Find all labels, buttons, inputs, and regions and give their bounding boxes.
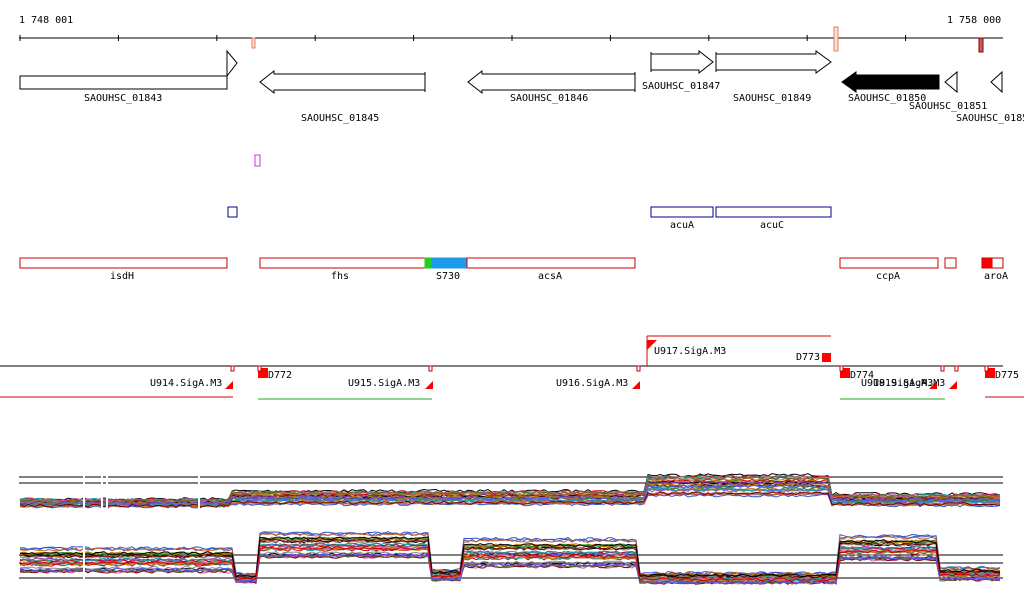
- tu-label-u916: U916.SigA.M3: [556, 378, 628, 389]
- tu-label-u918: U918.SigA.M3: [861, 378, 933, 389]
- profile-gap-marks: [83, 470, 200, 610]
- misc-feature-marker[interactable]: [254, 154, 261, 167]
- region-label: S730: [436, 271, 460, 282]
- terminator-marker[interactable]: [840, 368, 850, 378]
- gene-label: SAOUHSC_01845: [301, 113, 379, 124]
- profile-lines: [19, 531, 1001, 585]
- tu-label-u915: U915.SigA.M3: [348, 378, 420, 389]
- region-acsa[interactable]: acsA: [466, 257, 636, 282]
- tu-tick: [428, 365, 433, 372]
- gene-saouhsc-01849[interactable]: SAOUHSC_01849: [715, 50, 832, 104]
- gene-label: SAOUHSC_0185: [956, 113, 1024, 124]
- region-label: aroA: [984, 271, 1008, 282]
- ruler-end-label: 1 758 000: [947, 15, 1001, 26]
- gene-label: SAOUHSC_01846: [510, 93, 588, 104]
- operon-label: acuA: [670, 220, 694, 231]
- region-label: fhs: [331, 271, 349, 282]
- transcription-track: U914.SigA.M3 D772 U915.SigA.M3 U916.SigA…: [0, 335, 1024, 400]
- operon-box[interactable]: [227, 206, 238, 218]
- expression-trace: [19, 487, 1001, 507]
- region-s730[interactable]: S730: [424, 257, 468, 282]
- tu-tick: [230, 365, 235, 372]
- terminator-marker[interactable]: [822, 353, 831, 362]
- promoter-flag[interactable]: [949, 381, 957, 389]
- promoter-flag[interactable]: [632, 381, 640, 389]
- expression-trace: [19, 536, 1001, 578]
- gene-saouhsc-01847[interactable]: SAOUHSC_01847: [642, 49, 720, 92]
- promoter-flag[interactable]: [425, 381, 433, 389]
- tu-tick: [636, 365, 641, 372]
- tu-tick: [984, 365, 989, 372]
- promoter-flag[interactable]: [647, 340, 657, 350]
- terminator-marker[interactable]: [258, 368, 268, 378]
- operon-acuc[interactable]: acuC: [715, 206, 832, 231]
- profile-lines: [19, 473, 1001, 509]
- gene-label: SAOUHSC_01851: [909, 101, 987, 112]
- expression-profile-top: [19, 473, 1003, 509]
- gene-saouhsc-01843[interactable]: SAOUHSC_01843: [19, 49, 238, 104]
- tu-label-u919: U919.SigA.M3: [873, 378, 945, 389]
- region-ccpa[interactable]: ccpA: [839, 257, 939, 282]
- gene-label: SAOUHSC_01850: [848, 93, 926, 104]
- tu-label-d772: D772: [268, 370, 292, 381]
- expression-trace: [19, 476, 1001, 503]
- region-small-box[interactable]: [944, 257, 957, 269]
- coordinate-ruler: 1 748 001 1 758 000: [19, 15, 1003, 53]
- tu-label-u917: U917.SigA.M3: [654, 346, 726, 357]
- ruler-marker[interactable]: [833, 26, 839, 52]
- tu-tick: [954, 365, 959, 372]
- promoter-flag[interactable]: [929, 381, 937, 389]
- expression-profile-bottom: [19, 531, 1003, 585]
- gene-saouhsc-01851[interactable]: SAOUHSC_01851: [909, 70, 987, 112]
- expression-trace: [19, 484, 1001, 506]
- promoter-flag[interactable]: [225, 381, 233, 389]
- region-aroa[interactable]: aroA: [981, 257, 1008, 282]
- gene-label: SAOUHSC_01849: [733, 93, 811, 104]
- tu-markers: [225, 340, 995, 389]
- tu-label-d774: D774: [850, 370, 874, 381]
- gene-saouhsc-01845[interactable]: SAOUHSC_01845: [259, 69, 426, 124]
- expression-trace: [19, 491, 1001, 508]
- gene-saouhsc-01850[interactable]: SAOUHSC_01850: [841, 71, 940, 104]
- ruler-start-label: 1 748 001: [19, 15, 73, 26]
- gene-label: SAOUHSC_01843: [84, 93, 162, 104]
- tu-label-d773: D773: [796, 352, 820, 363]
- expression-trace: [19, 552, 1001, 585]
- operon-label: acuC: [760, 220, 784, 231]
- tu-label-d775: D775: [995, 370, 1019, 381]
- gene-saouhsc-01846[interactable]: SAOUHSC_01846: [467, 69, 636, 104]
- gene-saouhsc-0185x[interactable]: SAOUHSC_0185: [956, 70, 1024, 124]
- ruler-ticks: [19, 35, 907, 41]
- region-label: acsA: [538, 271, 562, 282]
- region-label: isdH: [110, 271, 134, 282]
- operon-acua[interactable]: acuA: [650, 206, 714, 231]
- ruler-marker[interactable]: [978, 37, 984, 53]
- region-fhs[interactable]: fhs: [259, 257, 426, 282]
- tu-tick: [257, 365, 262, 372]
- tu-tick: [839, 365, 844, 372]
- terminator-marker[interactable]: [985, 368, 995, 378]
- expression-trace: [19, 546, 1001, 582]
- gene-track: SAOUHSC_01843 SAOUHSC_01845 SAOUHSC_0184…: [19, 49, 1024, 124]
- operon-track: acuA acuC: [227, 206, 832, 231]
- ruler-marker[interactable]: [251, 37, 256, 49]
- tu-tick: [940, 365, 945, 372]
- region-label: ccpA: [876, 271, 900, 282]
- region-track: isdH fhs S730 acsA ccpA aroA: [19, 257, 1008, 282]
- tu-label-u914: U914.SigA.M3: [150, 378, 222, 389]
- gene-label: SAOUHSC_01847: [642, 81, 720, 92]
- region-isdh[interactable]: isdH: [19, 257, 228, 282]
